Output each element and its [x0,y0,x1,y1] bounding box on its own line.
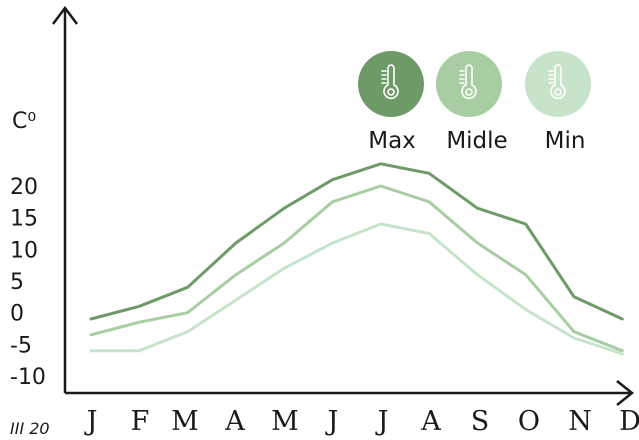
x-tick-label: A [420,406,441,437]
x-tick-label: O [518,406,540,437]
x-tick-label: S [471,406,490,437]
legend-label: Min [545,128,586,154]
y-tick-label: 5 [10,270,24,295]
x-axis-arrow [616,380,635,406]
x-tick-label: J [84,406,98,437]
series-line-min [89,222,624,356]
thermometer-icon [548,64,566,100]
legend: Max Midle Min [358,51,591,154]
y-tick-label: 10 [10,238,38,263]
y-axis-arrow [52,5,78,25]
x-tick-label: J [375,406,389,437]
legend-item-max: Max [358,51,424,154]
x-tick-label: F [131,406,150,437]
x-tick-label: M [271,406,299,437]
y-tick-labels: 20 15 10 5 0 -5 -10 [10,175,46,390]
legend-item-min: Min [525,51,591,154]
series-line-midle [89,184,624,353]
series-line-max [89,162,624,321]
y-tick-label: -10 [10,365,46,390]
x-tick-label: M [171,406,199,437]
thermometer-icon [381,64,399,100]
y-tick-label: 20 [10,175,38,200]
series-lines [89,162,624,356]
y-tick-label: 0 [10,302,24,327]
y-tick-label: 15 [10,207,38,232]
legend-swatch [436,51,502,117]
x-tick-label: J [325,406,339,437]
legend-swatch [358,51,424,117]
legend-item-midle: Midle [436,51,508,154]
thermometer-icon [459,64,477,100]
legend-swatch [525,51,591,117]
x-tick-label: N [568,406,592,437]
y-tick-label: -5 [10,333,32,358]
legend-label: Midle [446,128,507,154]
x-tick-label: D [619,406,639,437]
x-tick-label: A [224,406,245,437]
y-unit-label: C⁰ [12,109,36,134]
corner-label: III 20 [10,419,50,438]
legend-label: Max [368,128,416,154]
axes [52,5,635,406]
